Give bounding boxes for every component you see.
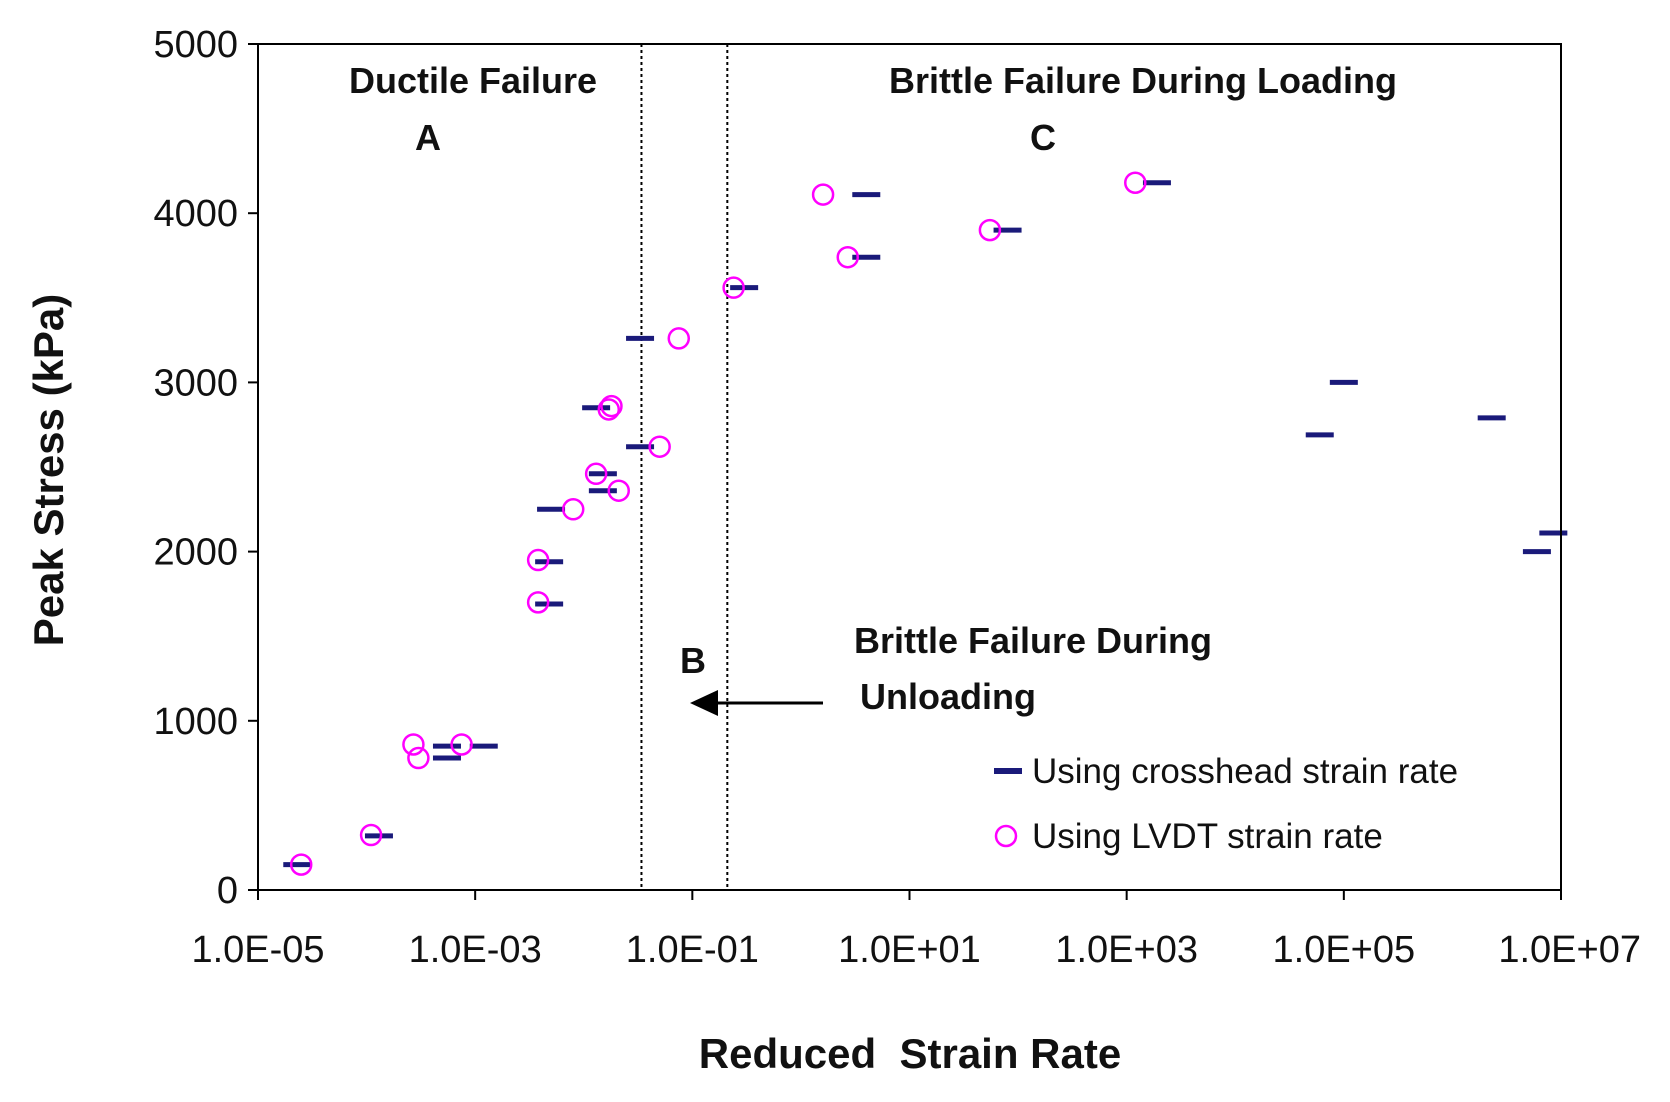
lvdt-point xyxy=(811,183,835,206)
lvdt-point xyxy=(526,548,550,572)
lvdt-point xyxy=(978,218,1002,242)
lvdt-point xyxy=(607,479,630,502)
lvdt-point xyxy=(648,435,671,458)
region-boundaries xyxy=(640,44,729,890)
lvdt-point xyxy=(450,733,473,756)
lvdt-point xyxy=(561,498,585,521)
legend-lvdt-label: Using LVDT strain rate xyxy=(1032,817,1383,856)
y-tick-label: 4000 xyxy=(153,193,238,235)
x-tick-label: 1.0E-01 xyxy=(626,929,759,971)
lvdt-point xyxy=(1124,171,1147,194)
x-tick-label: 1.0E+01 xyxy=(838,929,981,971)
region-a-title: Ductile Failure xyxy=(349,60,597,101)
y-tick-label: 5000 xyxy=(153,24,238,66)
legend-crosshead-label: Using crosshead strain rate xyxy=(1032,752,1458,791)
x-tick-label: 1.0E-05 xyxy=(191,929,324,971)
region-c-title: Brittle Failure During Loading xyxy=(889,60,1397,101)
x-axis-title: Reduced Strain Rate xyxy=(699,1030,1121,1077)
lvdt-point xyxy=(289,853,313,876)
x-tick-label: 1.0E-03 xyxy=(409,929,542,971)
x-axis-ticks: 1.0E-05 1.0E-03 1.0E-01 1.0E+01 1.0E+03 1.0E+… xyxy=(191,890,1641,971)
lvdt-point xyxy=(667,327,691,350)
lvdt-point xyxy=(584,462,608,486)
lvdt-point xyxy=(597,398,621,421)
lvdt-point xyxy=(359,823,383,847)
y-tick-label: 1000 xyxy=(153,701,238,743)
y-axis-title: Peak Stress (kPa) xyxy=(25,294,72,647)
region-c-letter: C xyxy=(1030,117,1056,158)
region-b-letter: B xyxy=(680,640,706,681)
y-tick-label: 0 xyxy=(217,870,238,912)
legend: Using crosshead strain rate Using LVDT s… xyxy=(994,752,1458,856)
legend-lvdt-marker xyxy=(994,824,1018,848)
lvdt-point xyxy=(402,733,425,756)
lvdt-point xyxy=(600,394,623,418)
plot-frame xyxy=(257,43,1562,891)
y-tick-label: 3000 xyxy=(153,362,238,404)
lvdt-point xyxy=(526,591,550,614)
region-b-arrow xyxy=(690,690,823,716)
region-b-line1: Brittle Failure During xyxy=(854,620,1212,661)
y-tick-label: 2000 xyxy=(153,532,238,574)
lvdt-point xyxy=(722,276,745,299)
lvdt-point xyxy=(407,746,430,770)
lvdt-point xyxy=(836,245,860,269)
y-axis-ticks: 0 1000 2000 3000 4000 5000 xyxy=(153,24,258,912)
region-b-line2: Unloading xyxy=(860,676,1036,717)
region-a-letter: A xyxy=(415,117,441,158)
x-tick-label: 1.0E+05 xyxy=(1273,929,1416,971)
x-tick-label: 1.0E+03 xyxy=(1055,929,1198,971)
x-tick-label: 1.0E+07 xyxy=(1498,929,1641,971)
data-marks xyxy=(283,171,1568,876)
